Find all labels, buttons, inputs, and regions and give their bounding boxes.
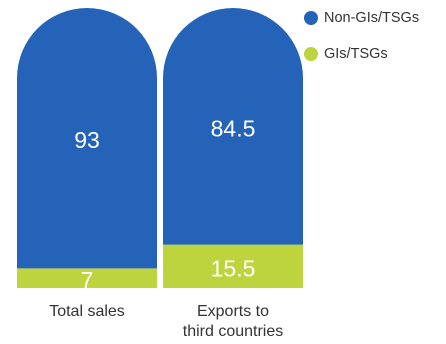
bar-segment-non-gis-tsgs-total-sales <box>17 8 157 269</box>
bar-group-total-sales: 7 93 <box>17 8 157 293</box>
category-label-exports-to-third-countries: Exports to third countries <box>183 303 284 340</box>
bar-segment-gis-tsgs-total-sales <box>17 268 157 288</box>
legend: Non-GIs/TSGs GIs/TSGs <box>304 9 419 81</box>
data-label-gis-tsgs-total-sales: 7 <box>81 267 94 293</box>
category-label-total-sales: Total sales <box>49 303 125 320</box>
legend-swatch-gis-tsgs <box>304 47 318 61</box>
data-label-non-gis-tsgs-exports-to-third-countries: 84.5 <box>211 115 256 141</box>
data-label-gis-tsgs-exports-to-third-countries: 15.5 <box>211 255 256 281</box>
data-label-non-gis-tsgs-total-sales: 93 <box>74 127 100 153</box>
legend-item-gis-tsgs: GIs/TSGs <box>304 45 419 63</box>
category-label-line: Exports to <box>197 303 269 320</box>
legend-swatch-non-gis-tsgs <box>304 11 318 25</box>
category-label-line: third countries <box>183 323 284 340</box>
bar-segment-non-gis-tsgs-exports-to-third-countries <box>163 8 303 245</box>
category-label-line: Total sales <box>49 303 125 320</box>
legend-label-gis-tsgs: GIs/TSGs <box>324 46 388 62</box>
legend-label-non-gis-tsgs: Non-GIs/TSGs <box>324 10 420 26</box>
legend-item-non-gis-tsgs: Non-GIs/TSGs <box>304 9 419 27</box>
bar-segment-gis-tsgs-exports-to-third-countries <box>163 244 303 288</box>
bar-group-exports-to-third-countries: 15.5 84.5 <box>163 8 303 288</box>
